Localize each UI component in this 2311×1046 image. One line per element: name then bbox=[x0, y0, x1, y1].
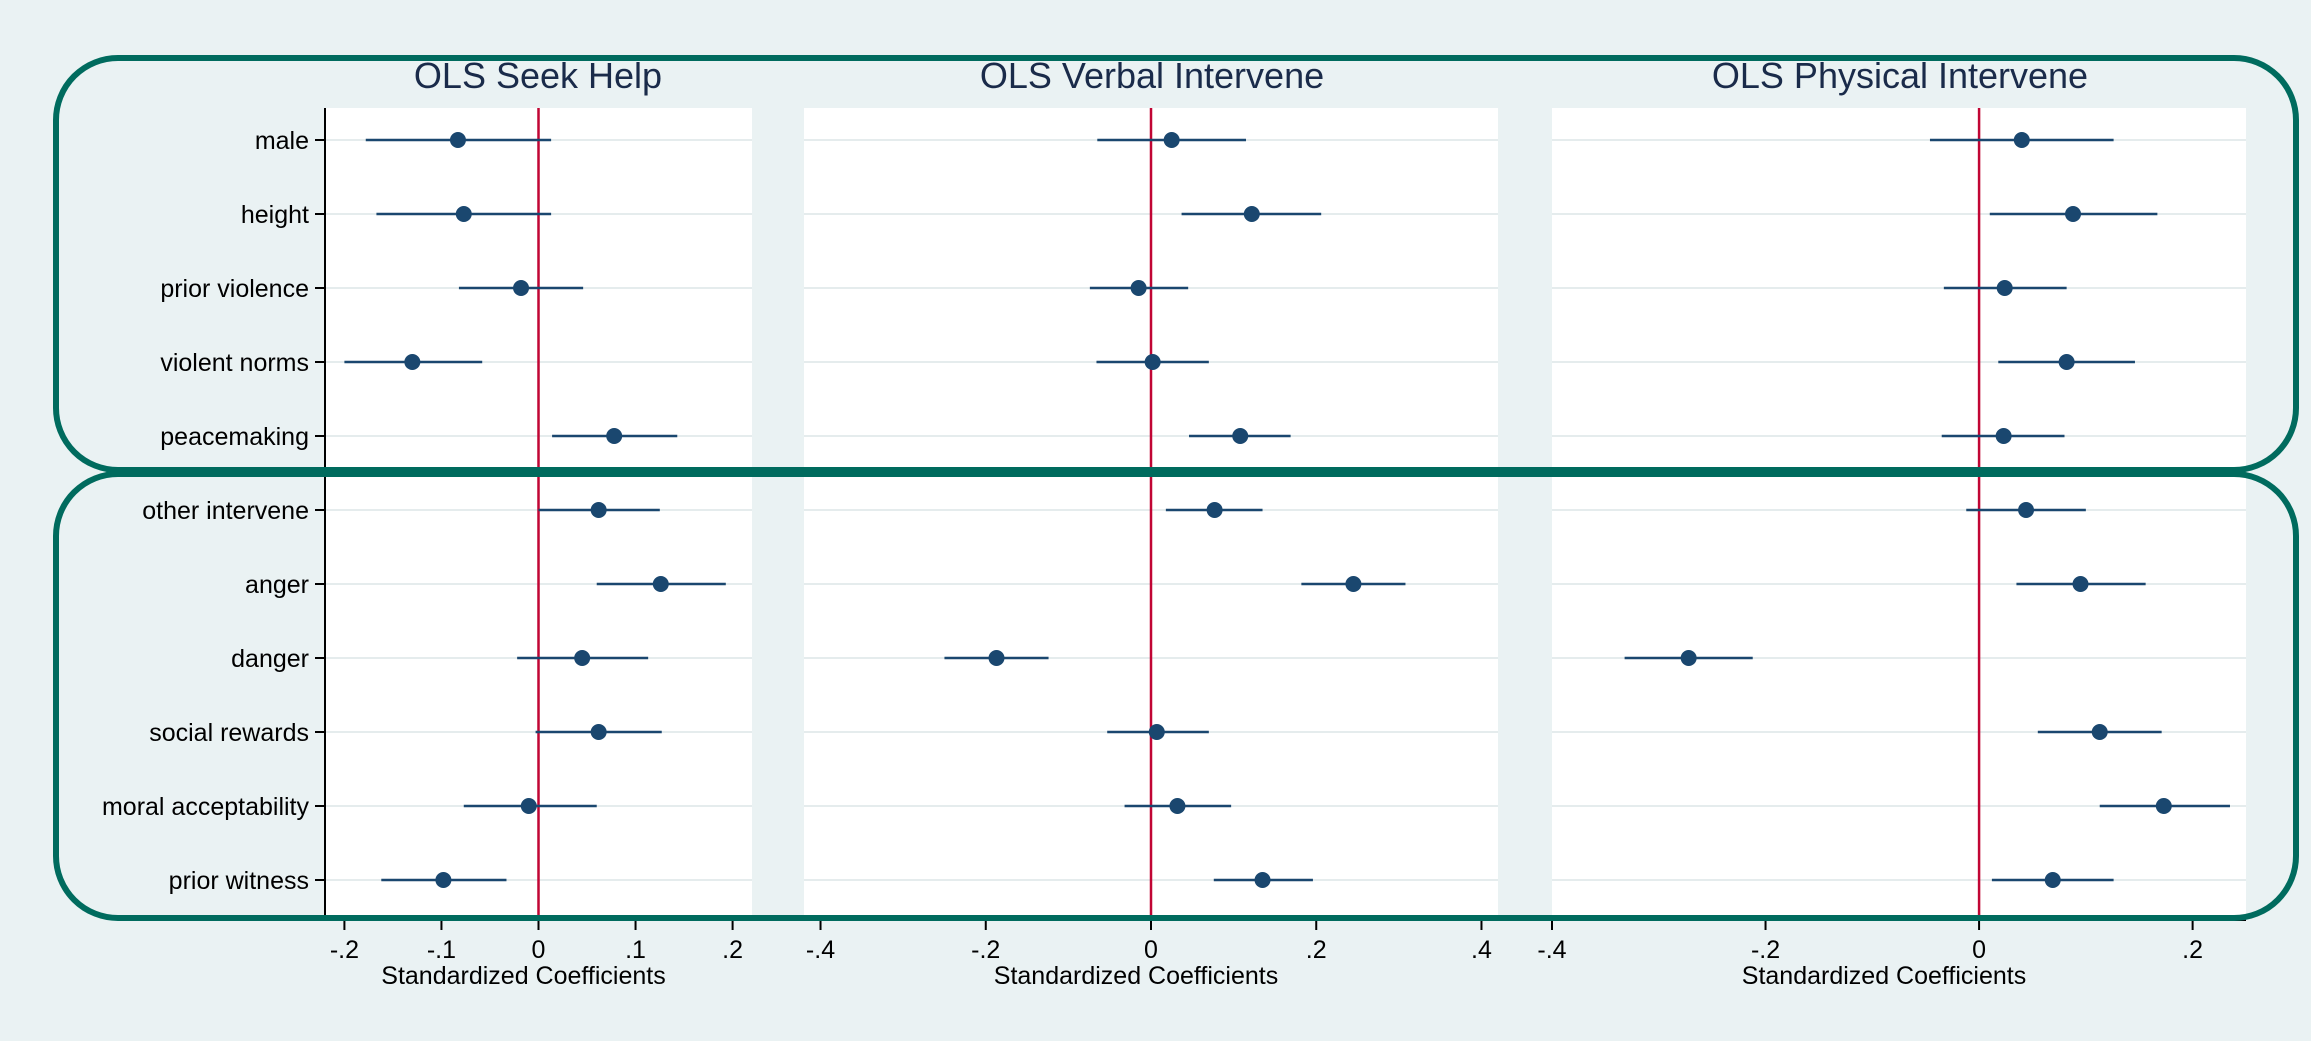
x-tick-label: .4 bbox=[1471, 936, 1492, 964]
x-axis-label: Standardized Coefficients bbox=[994, 962, 1278, 990]
y-tick-label: moral acceptability bbox=[102, 793, 310, 821]
y-tick-label: peacemaking bbox=[160, 423, 309, 451]
coef-point bbox=[2072, 576, 2089, 592]
x-tick-label: .2 bbox=[2182, 936, 2203, 964]
coef-point bbox=[1345, 576, 1362, 592]
y-tick-label: male bbox=[255, 127, 309, 155]
coef-point bbox=[520, 798, 537, 814]
coef-point bbox=[1232, 428, 1249, 444]
highlight-box-bottom bbox=[53, 471, 2299, 921]
coef-point bbox=[1680, 650, 1697, 666]
y-tick-label: height bbox=[241, 201, 309, 229]
coef-point bbox=[1206, 502, 1223, 518]
x-tick-label: 0 bbox=[1972, 936, 1986, 964]
x-tick-label: -.2 bbox=[971, 936, 1000, 964]
x-tick-label: -.1 bbox=[427, 936, 456, 964]
coef-point bbox=[1254, 872, 1271, 888]
coef-point bbox=[574, 650, 591, 666]
x-tick-label: -.2 bbox=[1751, 936, 1780, 964]
coef-point bbox=[2044, 872, 2061, 888]
coef-point bbox=[404, 354, 421, 370]
y-tick-label: social rewards bbox=[149, 719, 309, 747]
panel-title: OLS Seek Help bbox=[414, 55, 662, 96]
coef-point bbox=[606, 428, 623, 444]
x-axis-label: Standardized Coefficients bbox=[381, 962, 665, 990]
x-tick-label: 0 bbox=[532, 936, 546, 964]
panel-title: OLS Verbal Intervene bbox=[980, 55, 1324, 96]
y-tick-label: violent norms bbox=[160, 349, 309, 377]
x-tick-label: -.4 bbox=[806, 936, 835, 964]
panel-title: OLS Physical Intervene bbox=[1712, 55, 2088, 96]
x-tick-label: .1 bbox=[625, 936, 646, 964]
x-tick-label: .2 bbox=[1306, 936, 1327, 964]
coef-point bbox=[449, 132, 466, 148]
coef-point bbox=[1169, 798, 1186, 814]
coef-point bbox=[2091, 724, 2108, 740]
coef-point bbox=[435, 872, 452, 888]
coef-point bbox=[1130, 280, 1147, 296]
coef-point bbox=[2058, 354, 2075, 370]
highlight-box-top bbox=[53, 55, 2299, 473]
x-tick-label: -.4 bbox=[1537, 936, 1566, 964]
coef-point bbox=[1144, 354, 1161, 370]
x-tick-label: .2 bbox=[722, 936, 743, 964]
coef-point bbox=[455, 206, 472, 222]
plot-area bbox=[1552, 108, 2246, 920]
coef-point bbox=[2013, 132, 2030, 148]
y-tick-label: danger bbox=[231, 645, 309, 673]
coef-point bbox=[1148, 724, 1165, 740]
y-tick-label: anger bbox=[245, 571, 309, 599]
coef-point bbox=[513, 280, 530, 296]
y-tick-label: prior witness bbox=[169, 867, 309, 895]
coef-point bbox=[2018, 502, 2035, 518]
y-tick-label: other intervene bbox=[142, 497, 309, 525]
coef-point bbox=[1163, 132, 1180, 148]
x-tick-label: 0 bbox=[1144, 936, 1158, 964]
x-axis-label: Standardized Coefficients bbox=[1742, 962, 2026, 990]
coef-point bbox=[590, 724, 607, 740]
y-tick-label: prior violence bbox=[160, 275, 309, 303]
coef-point bbox=[988, 650, 1005, 666]
coef-point bbox=[1995, 428, 2012, 444]
coef-point bbox=[590, 502, 607, 518]
coef-point bbox=[2065, 206, 2082, 222]
x-tick-label: -.2 bbox=[330, 936, 359, 964]
coef-point bbox=[652, 576, 669, 592]
coef-point bbox=[2155, 798, 2172, 814]
coef-point bbox=[1243, 206, 1260, 222]
coef-point bbox=[1996, 280, 2013, 296]
